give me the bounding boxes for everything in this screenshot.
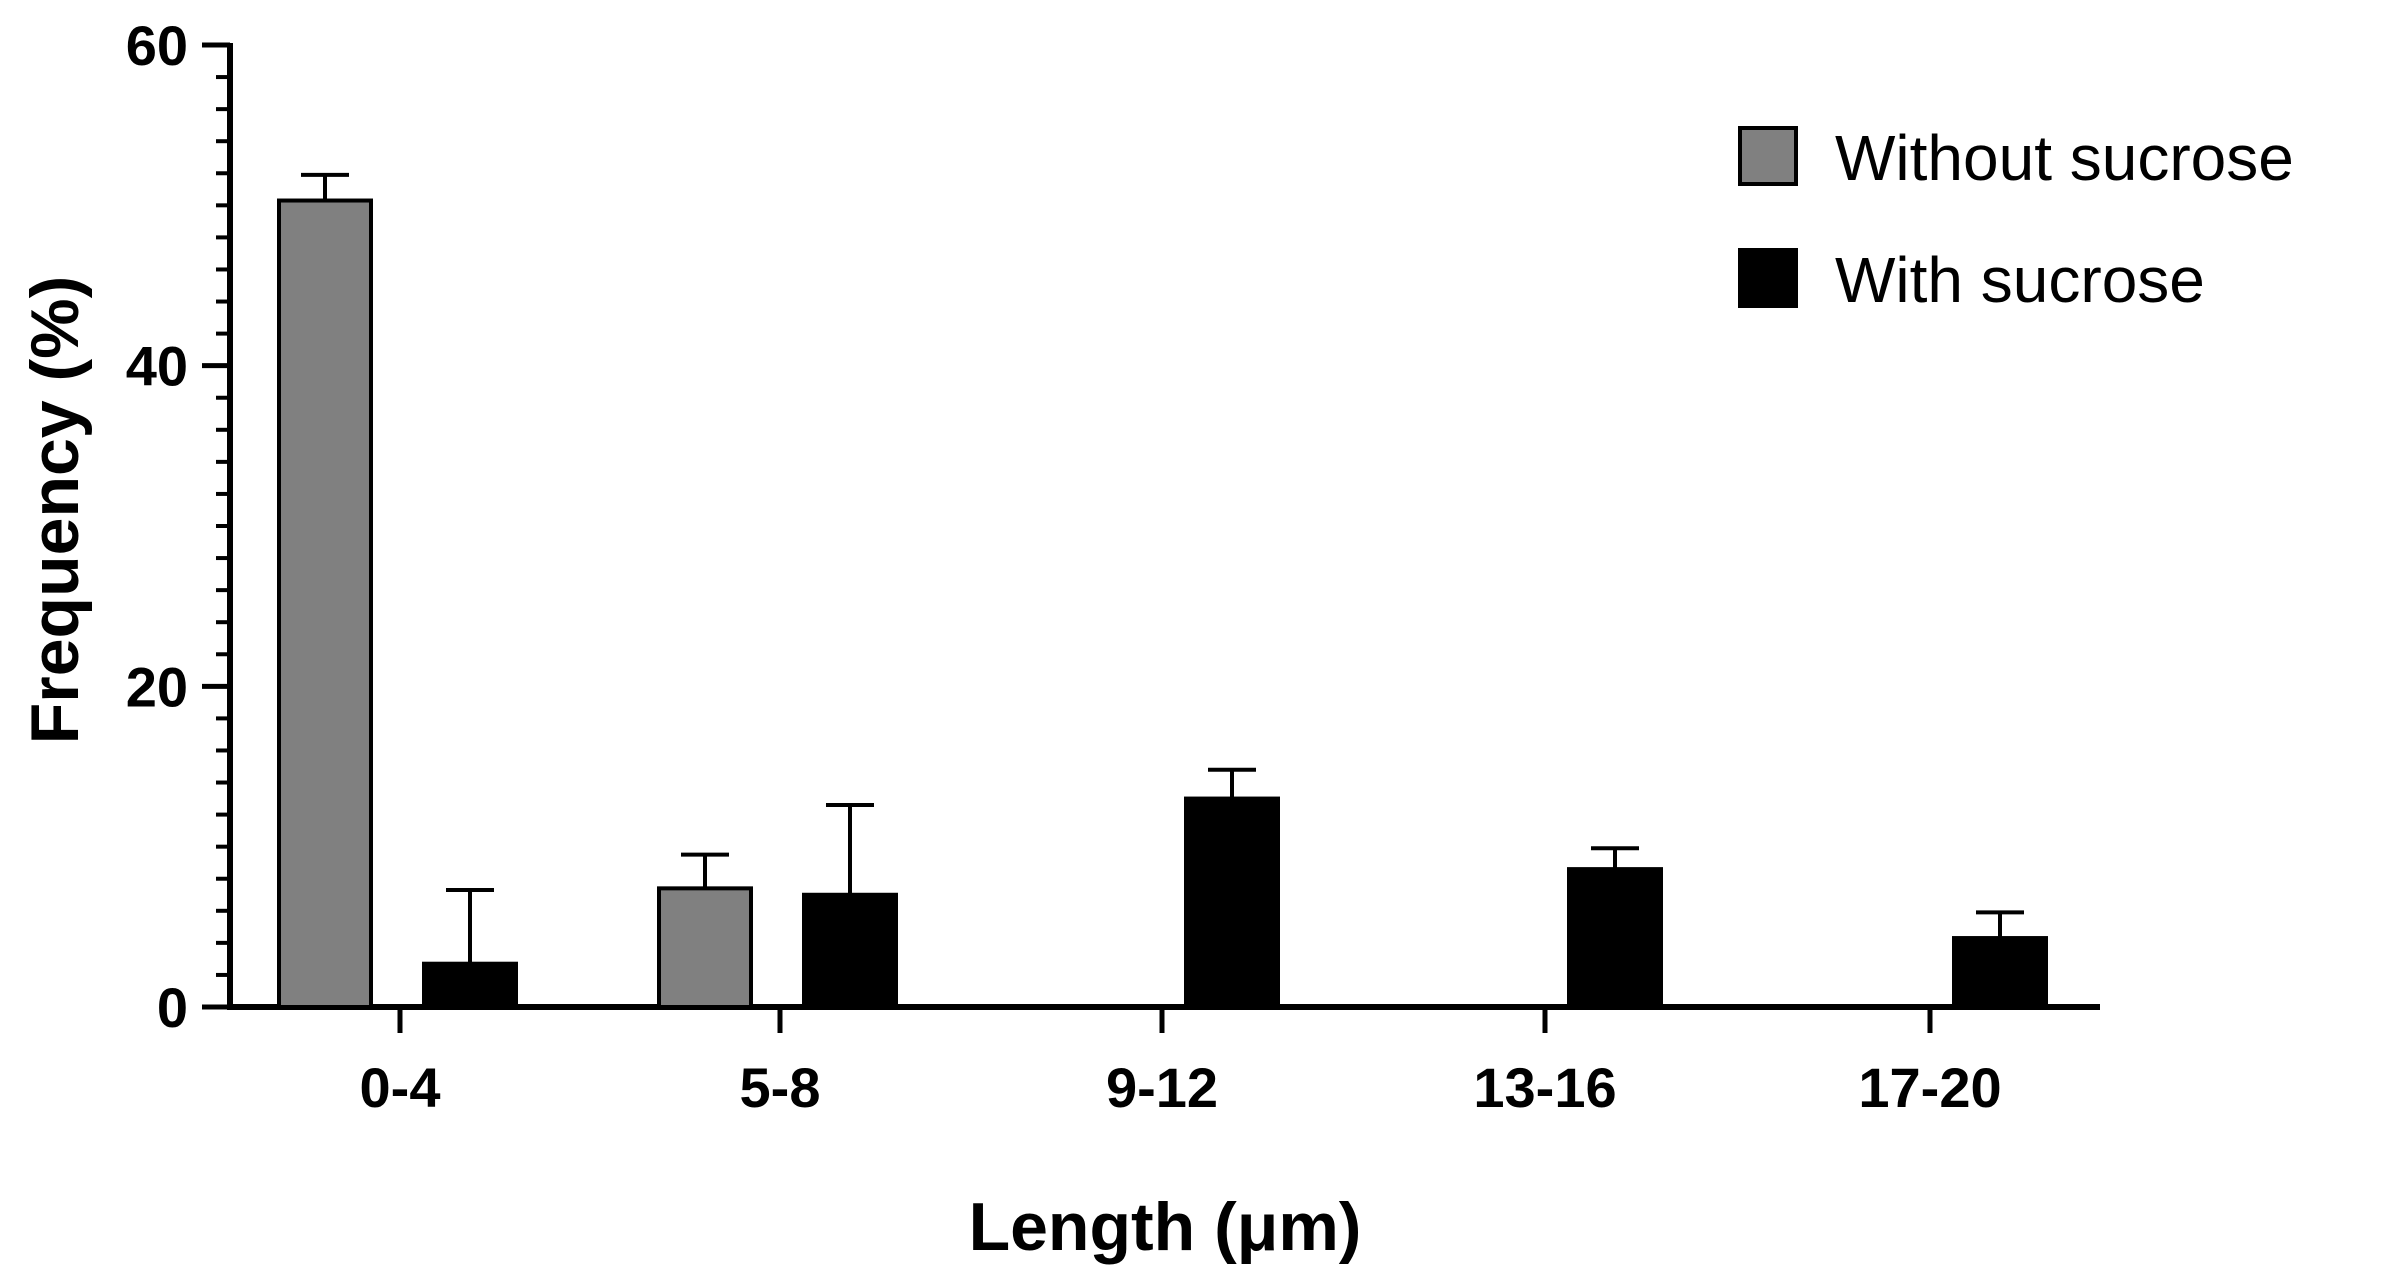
legend-label-without-sucrose: Without sucrose <box>1835 122 2294 194</box>
bar-with-sucrose-9-12 <box>1184 796 1280 1009</box>
x-tick-label-13-16: 13-16 <box>1473 1056 1616 1119</box>
legend-swatch-with-sucrose <box>1738 248 1798 308</box>
x-axis-title: Length (μm) <box>969 1189 1362 1265</box>
legend-swatch-without-sucrose <box>1738 126 1798 186</box>
bar-without-sucrose-0-4 <box>277 198 373 1010</box>
axes-group <box>227 43 2100 1010</box>
y-tick-label-20: 20 <box>126 655 188 718</box>
x-tick-label-17-20: 17-20 <box>1858 1056 2001 1119</box>
y-tick-label-60: 60 <box>126 14 188 77</box>
y-tick-label-0: 0 <box>157 976 188 1039</box>
bar-with-sucrose-13-16 <box>1567 867 1663 1010</box>
x-tick-label-9-12: 9-12 <box>1106 1056 1218 1119</box>
bars-group <box>277 198 2048 1010</box>
x-tick-label-5-8: 5-8 <box>740 1056 821 1119</box>
legend: Without sucrose With sucrose <box>1738 122 2294 316</box>
y-axis-title: Frequency (%) <box>17 276 93 745</box>
bar-with-sucrose-5-8 <box>802 892 898 1009</box>
y-tick-label-40: 40 <box>126 335 188 398</box>
ticks-group: 0 20 40 60 0-4 5-8 9-12 13-16 17-20 <box>126 14 2002 1119</box>
bar-with-sucrose-17-20 <box>1952 936 2048 1009</box>
error-bars-group <box>301 172 2024 964</box>
x-tick-label-0-4: 0-4 <box>360 1056 441 1119</box>
bar-with-sucrose-0-4 <box>422 961 518 1010</box>
legend-label-with-sucrose: With sucrose <box>1835 244 2205 316</box>
bar-without-sucrose-5-8 <box>657 886 753 1009</box>
